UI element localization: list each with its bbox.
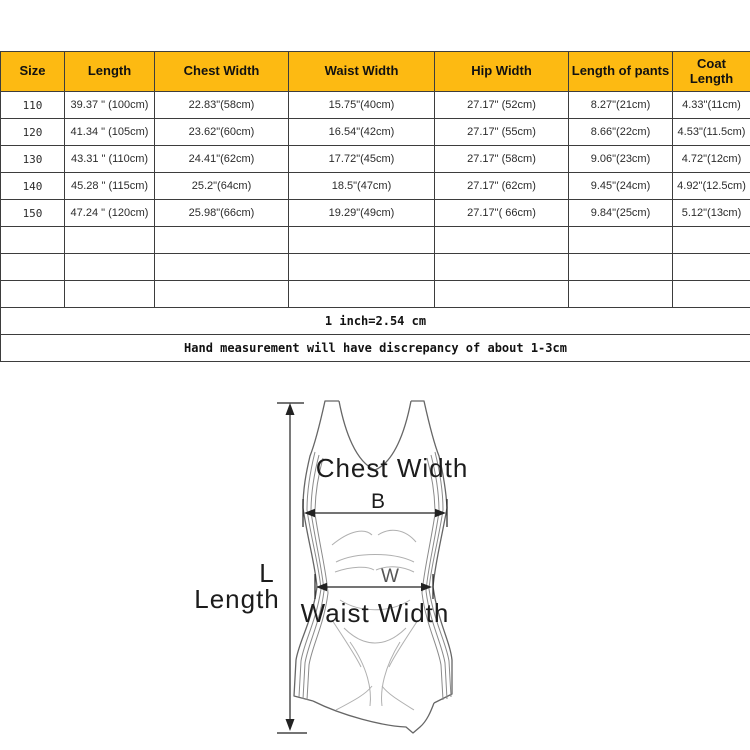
empty-cell [154, 253, 289, 281]
column-header-size: Size [0, 51, 65, 92]
length-label: Length [194, 584, 280, 614]
empty-cell [672, 253, 750, 281]
size-chart-table: Size Length Chest Width Waist Width Hip … [0, 51, 750, 362]
empty-cell [288, 226, 435, 254]
length-dimension-arrow [277, 402, 307, 734]
measurement-cell: 27.17" (55cm) [434, 118, 569, 146]
measurement-cell: 17.72"(45cm) [288, 145, 435, 173]
table-row: 120 41.34 " (105cm) 23.62"(60cm) 16.54"(42c… [0, 118, 750, 146]
empty-cell [672, 280, 750, 308]
empty-cell [154, 280, 289, 308]
column-header-pants-length: Length of pants [568, 51, 673, 92]
table-row: 130 43.31 " (110cm) 24.41"(62cm) 17.72"(45c… [0, 145, 750, 173]
table-row: 150 47.24 " (120cm) 25.98"(66cm) 19.29"(49c… [0, 199, 750, 227]
empty-cell [568, 280, 673, 308]
measurement-cell: 27.17" (62cm) [434, 172, 569, 200]
empty-cell [434, 253, 569, 281]
empty-row [0, 280, 750, 308]
measurement-cell: 24.41"(62cm) [154, 145, 289, 173]
measurement-cell: 45.28 " (115cm) [64, 172, 155, 200]
empty-cell [64, 280, 155, 308]
measurement-cell: 47.24 " (120cm) [64, 199, 155, 227]
measurement-cell: 4.53"(11.5cm) [672, 118, 750, 146]
fabric-wrinkles [331, 529, 419, 711]
measurement-cell: 43.31 " (110cm) [64, 145, 155, 173]
chest-b-label: B [371, 490, 385, 513]
measurement-cell: 41.34 " (105cm) [64, 118, 155, 146]
measurement-cell: 4.33"(11cm) [672, 91, 750, 119]
measurement-cell: 22.83"(58cm) [154, 91, 289, 119]
empty-cell [672, 226, 750, 254]
measurement-cell: 25.2"(64cm) [154, 172, 289, 200]
measurement-cell: 9.45"(24cm) [568, 172, 673, 200]
measurement-cell: 5.12"(13cm) [672, 199, 750, 227]
empty-row [0, 253, 750, 281]
empty-cell [288, 253, 435, 281]
chest-dimension-arrow [302, 499, 448, 527]
size-cell: 130 [0, 145, 65, 173]
measurement-discrepancy-note: Hand measurement will have discrepancy o… [0, 334, 750, 362]
empty-cell [0, 226, 65, 254]
swimsuit-measurement-diagram: Chest Width B W Waist Width L Length [194, 400, 469, 734]
measurement-cell: 9.84"(25cm) [568, 199, 673, 227]
measurement-cell: 15.75"(40cm) [288, 91, 435, 119]
measurement-cell: 8.27"(21cm) [568, 91, 673, 119]
column-header-length: Length [64, 51, 155, 92]
measurement-cell: 9.06"(23cm) [568, 145, 673, 173]
measurement-cell: 27.17" (58cm) [434, 145, 569, 173]
table-row: 140 45.28 " (115cm) 25.2"(64cm) 18.5"(47cm)… [0, 172, 750, 200]
size-cell: 120 [0, 118, 65, 146]
empty-cell [0, 253, 65, 281]
empty-cell [568, 253, 673, 281]
empty-cell [568, 226, 673, 254]
empty-row [0, 226, 750, 254]
measurement-cell: 4.72"(12cm) [672, 145, 750, 173]
measurement-cell: 16.54"(42cm) [288, 118, 435, 146]
measurement-cell: 25.98"(66cm) [154, 199, 289, 227]
empty-cell [64, 253, 155, 281]
side-stripes [298, 451, 452, 701]
column-header-coat-length: Coat Length [672, 51, 750, 92]
table-row: 110 39.37 " (100cm) 22.83"(58cm) 15.75"(40c… [0, 91, 750, 119]
chest-width-label: Chest Width [316, 453, 469, 483]
empty-cell [0, 280, 65, 308]
measurement-cell: 39.37 " (100cm) [64, 91, 155, 119]
note-row-measurement-discrepancy: Hand measurement will have discrepancy o… [0, 334, 750, 362]
note-row-inch-conversion: 1 inch=2.54 cm [0, 307, 750, 335]
column-header-hip-width: Hip Width [434, 51, 569, 92]
waist-dimension-arrow [314, 574, 434, 599]
empty-cell [154, 226, 289, 254]
column-header-waist-width: Waist Width [288, 51, 435, 92]
empty-cell [64, 226, 155, 254]
measurement-cell: 27.17"( 66cm) [434, 199, 569, 227]
waist-width-label: Waist Width [301, 598, 450, 628]
size-table-body: 110 39.37 " (100cm) 22.83"(58cm) 15.75"(40c… [0, 91, 750, 308]
measurement-cell: 23.62"(60cm) [154, 118, 289, 146]
swimsuit-outline [293, 400, 453, 734]
size-cell: 140 [0, 172, 65, 200]
inch-conversion-note: 1 inch=2.54 cm [0, 307, 750, 335]
measurement-cell: 8.66"(22cm) [568, 118, 673, 146]
length-l-label: L [259, 558, 274, 588]
empty-cell [434, 280, 569, 308]
empty-cell [288, 280, 435, 308]
size-cell: 150 [0, 199, 65, 227]
measurement-cell: 4.92"(12.5cm) [672, 172, 750, 200]
table-header-row: Size Length Chest Width Waist Width Hip … [0, 51, 750, 92]
measurement-cell: 27.17" (52cm) [434, 91, 569, 119]
waist-w-label: W [381, 566, 399, 587]
size-cell: 110 [0, 91, 65, 119]
measurement-cell: 18.5"(47cm) [288, 172, 435, 200]
column-header-chest-width: Chest Width [154, 51, 289, 92]
empty-cell [434, 226, 569, 254]
measurement-cell: 19.29"(49cm) [288, 199, 435, 227]
